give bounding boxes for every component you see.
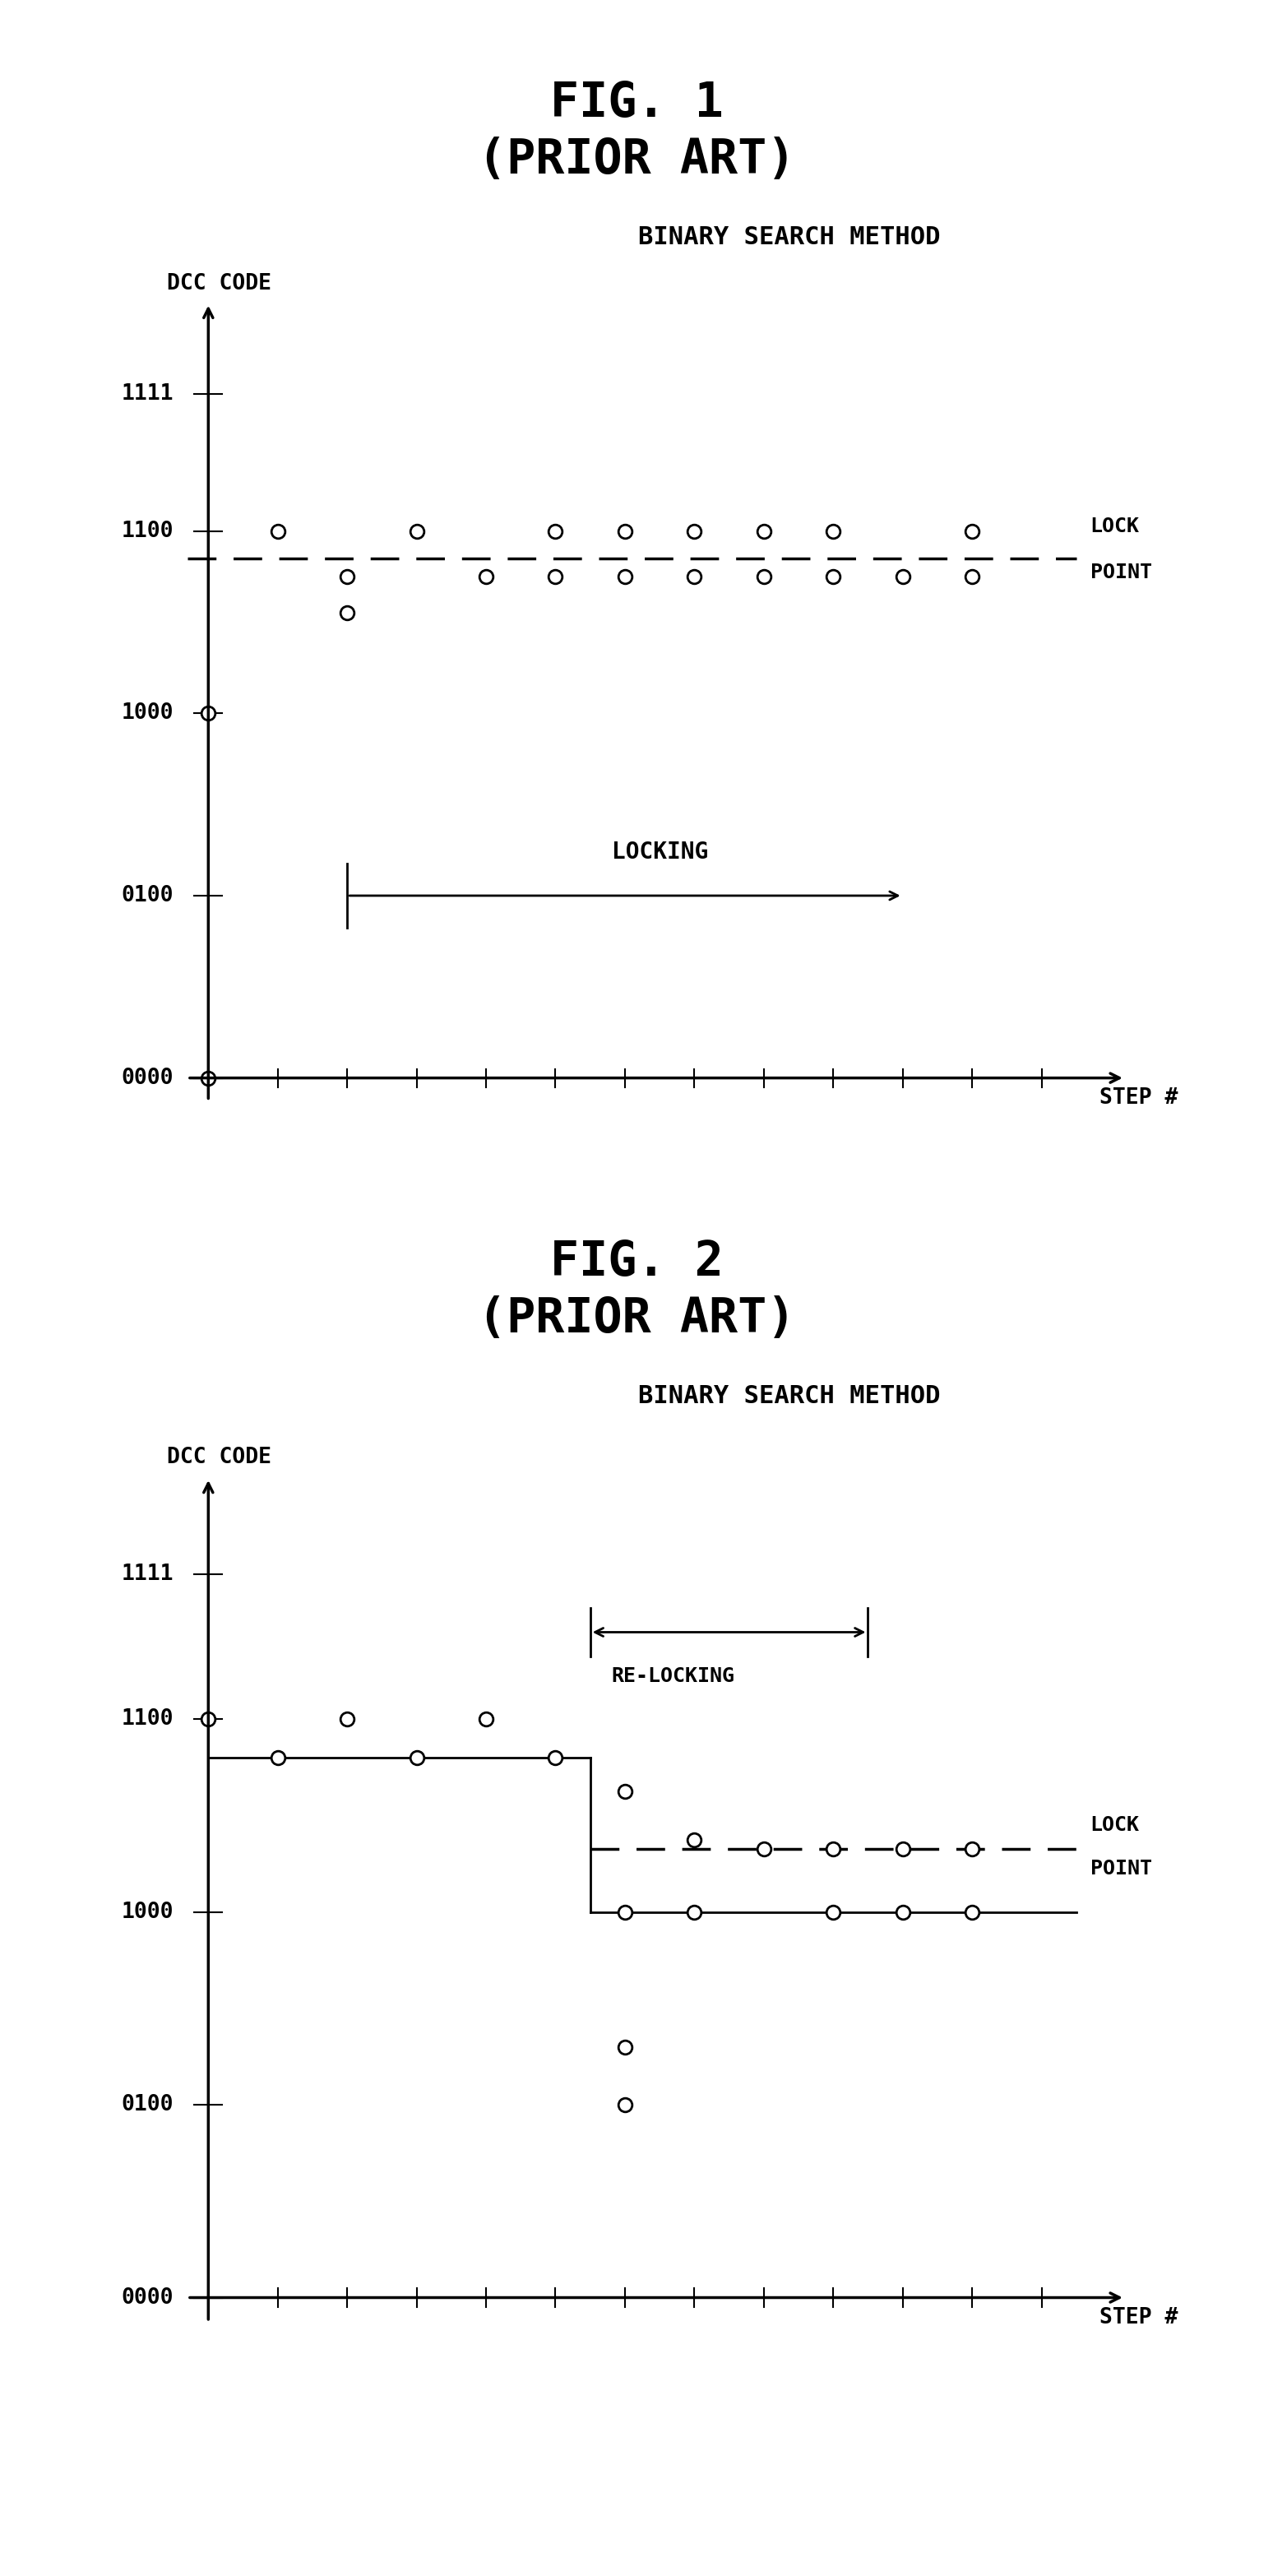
Text: DCC CODE: DCC CODE [167, 273, 271, 294]
Text: FIG. 1: FIG. 1 [550, 80, 723, 126]
Text: 1111: 1111 [121, 1564, 173, 1584]
Text: RE-LOCKING: RE-LOCKING [611, 1667, 735, 1685]
Text: 0000: 0000 [121, 1066, 173, 1090]
Text: 1000: 1000 [121, 1901, 173, 1922]
Text: FIG. 2: FIG. 2 [550, 1239, 723, 1285]
Text: STEP #: STEP # [1100, 2308, 1178, 2329]
Text: POINT: POINT [1090, 562, 1152, 582]
Text: BINARY SEARCH METHOD: BINARY SEARCH METHOD [638, 1383, 941, 1409]
Text: 1000: 1000 [121, 703, 173, 724]
Text: (PRIOR ART): (PRIOR ART) [477, 1296, 796, 1342]
Text: LOCKING: LOCKING [611, 840, 708, 863]
Text: 1100: 1100 [121, 520, 173, 541]
Text: LOCK: LOCK [1090, 518, 1139, 536]
Text: 1111: 1111 [121, 384, 173, 404]
Text: (PRIOR ART): (PRIOR ART) [477, 137, 796, 183]
Text: DCC CODE: DCC CODE [167, 1448, 271, 1468]
Text: 1100: 1100 [121, 1708, 173, 1728]
Text: 0100: 0100 [121, 886, 173, 907]
Text: 0100: 0100 [121, 2094, 173, 2115]
Text: POINT: POINT [1090, 1860, 1152, 1878]
Text: STEP #: STEP # [1100, 1087, 1178, 1108]
Text: 0000: 0000 [121, 2287, 173, 2308]
Text: BINARY SEARCH METHOD: BINARY SEARCH METHOD [638, 224, 941, 250]
Text: LOCK: LOCK [1090, 1816, 1139, 1834]
